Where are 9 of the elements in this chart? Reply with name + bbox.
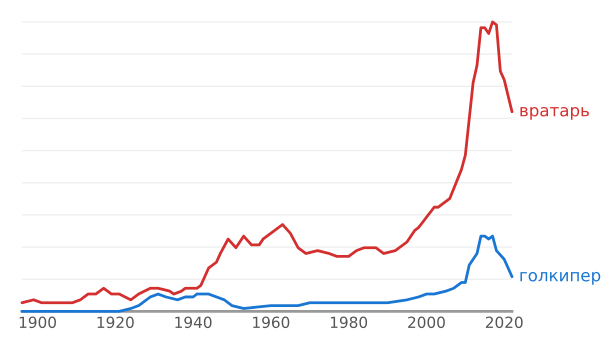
x-tick-label: 2020 [486,316,523,328]
series-label: вратарь [520,106,589,120]
x-tick-label: 1940 [175,316,212,328]
series-label: голкипер [520,272,600,285]
x-tick-label: 1960 [253,316,290,328]
x-tick-label: 2000 [408,316,445,328]
x-tick-label: 1900 [20,316,56,328]
x-tick-label: 1980 [330,316,368,328]
x-tick-label: 1920 [98,316,134,328]
